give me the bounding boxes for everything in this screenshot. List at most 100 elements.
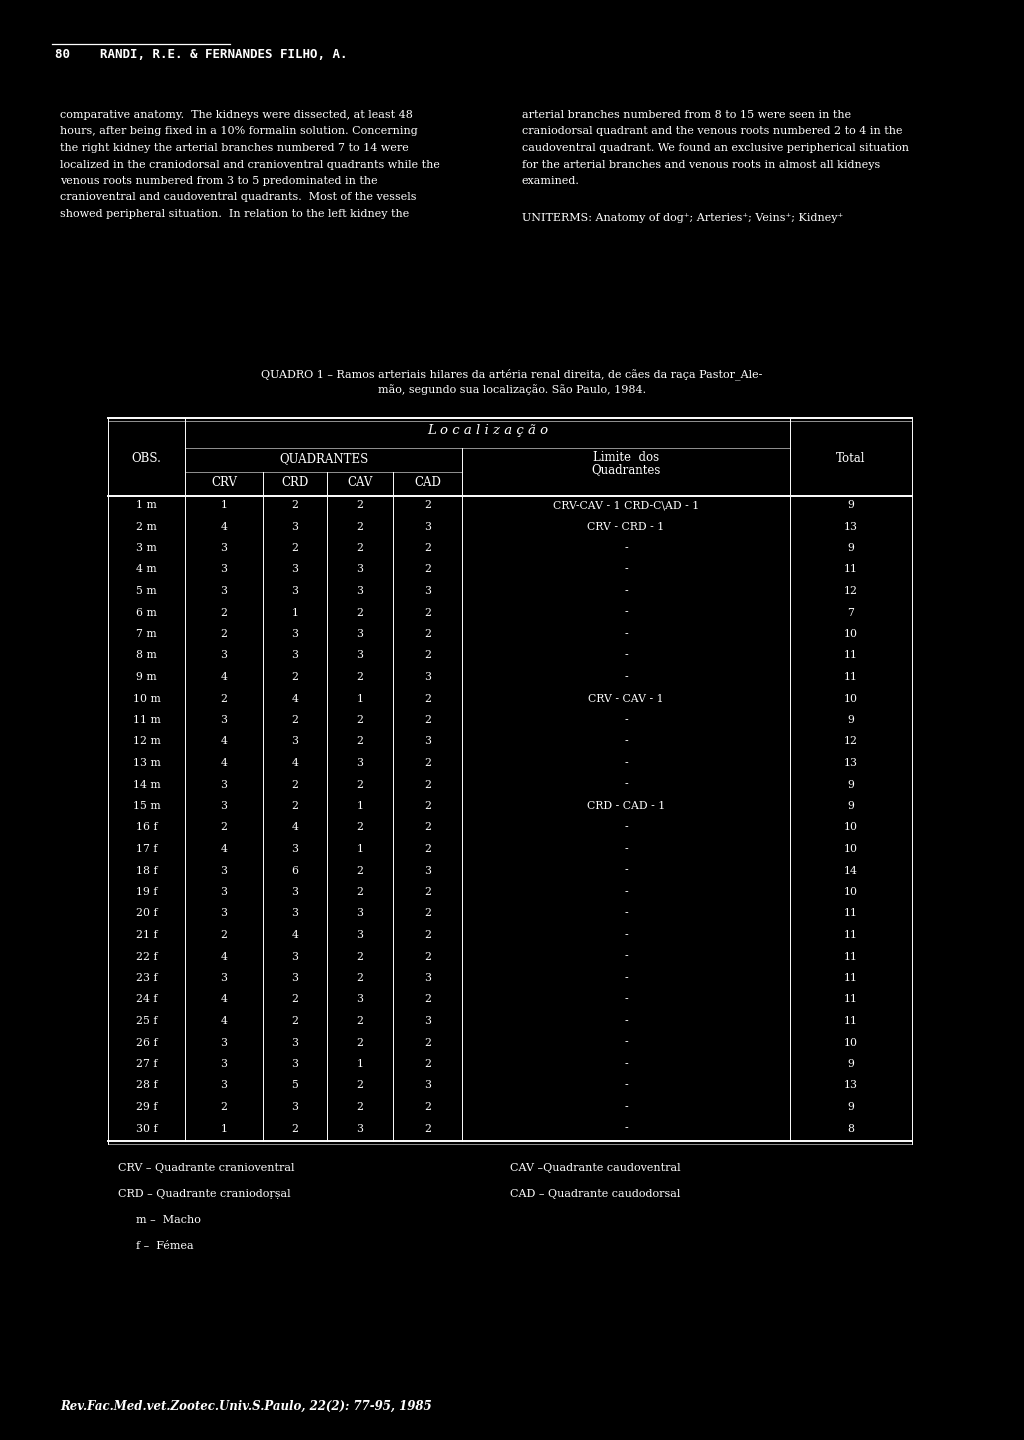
Text: 15 m: 15 m	[133, 801, 161, 811]
Text: 4: 4	[220, 844, 227, 854]
Text: 9: 9	[848, 716, 854, 724]
Text: 4: 4	[292, 930, 298, 940]
Text: 3: 3	[424, 672, 431, 683]
Text: 2: 2	[220, 1102, 227, 1112]
Text: 3: 3	[292, 629, 299, 639]
Text: 3: 3	[220, 779, 227, 789]
Text: CRV: CRV	[211, 477, 237, 490]
Text: 29 f: 29 f	[136, 1102, 158, 1112]
Text: 9: 9	[848, 779, 854, 789]
Text: CRV – Quadrante cranioventral: CRV – Quadrante cranioventral	[118, 1164, 295, 1174]
Text: 12: 12	[844, 586, 858, 596]
Text: caudoventral quadrant. We found an exclusive peripherical situation: caudoventral quadrant. We found an exclu…	[522, 143, 909, 153]
Text: 23 f: 23 f	[136, 973, 158, 984]
Text: 2: 2	[292, 779, 299, 789]
Text: 3: 3	[356, 586, 364, 596]
Text: 3: 3	[356, 909, 364, 919]
Text: -: -	[625, 995, 628, 1005]
Text: 13 m: 13 m	[133, 757, 161, 768]
Text: CRD – Quadrante craniodoṛṣal: CRD – Quadrante craniodoṛṣal	[118, 1189, 291, 1200]
Text: CRV - CRD - 1: CRV - CRD - 1	[588, 521, 665, 531]
Text: 10: 10	[844, 822, 858, 832]
Text: 12 m: 12 m	[133, 736, 161, 746]
Text: CAD: CAD	[414, 477, 441, 490]
Text: 11: 11	[844, 672, 858, 683]
Text: CAD – Quadrante caudodorsal: CAD – Quadrante caudodorsal	[510, 1189, 680, 1200]
Text: -: -	[625, 822, 628, 832]
Text: -: -	[625, 757, 628, 768]
Text: 80    RANDI, R.E. & FERNANDES FILHO, A.: 80 RANDI, R.E. & FERNANDES FILHO, A.	[55, 48, 347, 60]
Text: 2: 2	[424, 757, 431, 768]
Text: -: -	[625, 1037, 628, 1047]
Text: 2: 2	[292, 716, 299, 724]
Text: 2: 2	[356, 1037, 364, 1047]
Text: -: -	[625, 952, 628, 962]
Text: 11: 11	[844, 995, 858, 1005]
Text: hours, after being fixed in a 10% formalin solution. Concerning: hours, after being fixed in a 10% formal…	[60, 127, 418, 137]
Text: CAV: CAV	[347, 477, 373, 490]
Text: 5: 5	[292, 1080, 298, 1090]
Text: 1: 1	[220, 500, 227, 510]
Text: 3: 3	[292, 844, 299, 854]
Text: 3: 3	[220, 1037, 227, 1047]
Text: 2: 2	[292, 500, 299, 510]
Text: -: -	[625, 1102, 628, 1112]
Text: 3: 3	[424, 736, 431, 746]
Text: 1: 1	[356, 694, 364, 704]
Text: 2: 2	[356, 608, 364, 618]
Text: 9: 9	[848, 543, 854, 553]
Text: -: -	[625, 1123, 628, 1133]
Text: -: -	[625, 973, 628, 984]
Text: 10: 10	[844, 1037, 858, 1047]
Text: 3: 3	[292, 1058, 299, 1068]
Text: 3: 3	[292, 973, 299, 984]
Text: 5 m: 5 m	[136, 586, 157, 596]
Text: 2: 2	[424, 608, 431, 618]
Text: 3: 3	[292, 651, 299, 661]
Text: 3: 3	[356, 564, 364, 575]
Text: 2: 2	[424, 629, 431, 639]
Text: 14 m: 14 m	[133, 779, 161, 789]
Text: 14: 14	[844, 865, 858, 876]
Text: 2: 2	[424, 930, 431, 940]
Text: 3: 3	[424, 973, 431, 984]
Text: 3: 3	[220, 1080, 227, 1090]
Text: 2: 2	[356, 973, 364, 984]
Text: 2: 2	[356, 500, 364, 510]
Text: CRV-CAV - 1 CRD-C\AD - 1: CRV-CAV - 1 CRD-C\AD - 1	[553, 500, 699, 510]
Text: 24 f: 24 f	[136, 995, 158, 1005]
Text: 1: 1	[356, 844, 364, 854]
Text: m –  Macho: m – Macho	[136, 1215, 201, 1225]
Text: arterial branches numbered from 8 to 15 were seen in the: arterial branches numbered from 8 to 15 …	[522, 109, 851, 120]
Text: showed peripheral situation.  In relation to the left kidney the: showed peripheral situation. In relation…	[60, 209, 410, 219]
Text: mão, segundo sua localização. São Paulo, 1984.: mão, segundo sua localização. São Paulo,…	[378, 384, 646, 395]
Text: venous roots numbered from 3 to 5 predominated in the: venous roots numbered from 3 to 5 predom…	[60, 176, 378, 186]
Text: 1: 1	[356, 1058, 364, 1068]
Text: 7: 7	[848, 608, 854, 618]
Text: 3: 3	[424, 1017, 431, 1025]
Text: 3: 3	[424, 521, 431, 531]
Text: 2: 2	[292, 543, 299, 553]
Text: 2: 2	[220, 822, 227, 832]
Text: -: -	[625, 736, 628, 746]
Text: 2: 2	[292, 672, 299, 683]
Text: 2: 2	[356, 543, 364, 553]
Text: 9: 9	[848, 500, 854, 510]
Text: 2: 2	[424, 500, 431, 510]
Text: 4: 4	[220, 952, 227, 962]
Text: the right kidney the arterial branches numbered 7 to 14 were: the right kidney the arterial branches n…	[60, 143, 409, 153]
Text: -: -	[625, 909, 628, 919]
Text: 4: 4	[220, 736, 227, 746]
Text: 2: 2	[424, 779, 431, 789]
Text: 3: 3	[356, 995, 364, 1005]
Text: 12: 12	[844, 736, 858, 746]
Text: 3: 3	[292, 521, 299, 531]
Text: 2: 2	[356, 1017, 364, 1025]
Text: 17 f: 17 f	[136, 844, 158, 854]
Text: 9: 9	[848, 801, 854, 811]
Text: 2: 2	[424, 1102, 431, 1112]
Text: 2: 2	[424, 801, 431, 811]
Text: 28 f: 28 f	[136, 1080, 158, 1090]
Text: 11: 11	[844, 973, 858, 984]
Text: Rev.Fac.Med.vet.Zootec.Univ.S.Paulo, 22(2): 77-95, 1985: Rev.Fac.Med.vet.Zootec.Univ.S.Paulo, 22(…	[60, 1400, 432, 1413]
